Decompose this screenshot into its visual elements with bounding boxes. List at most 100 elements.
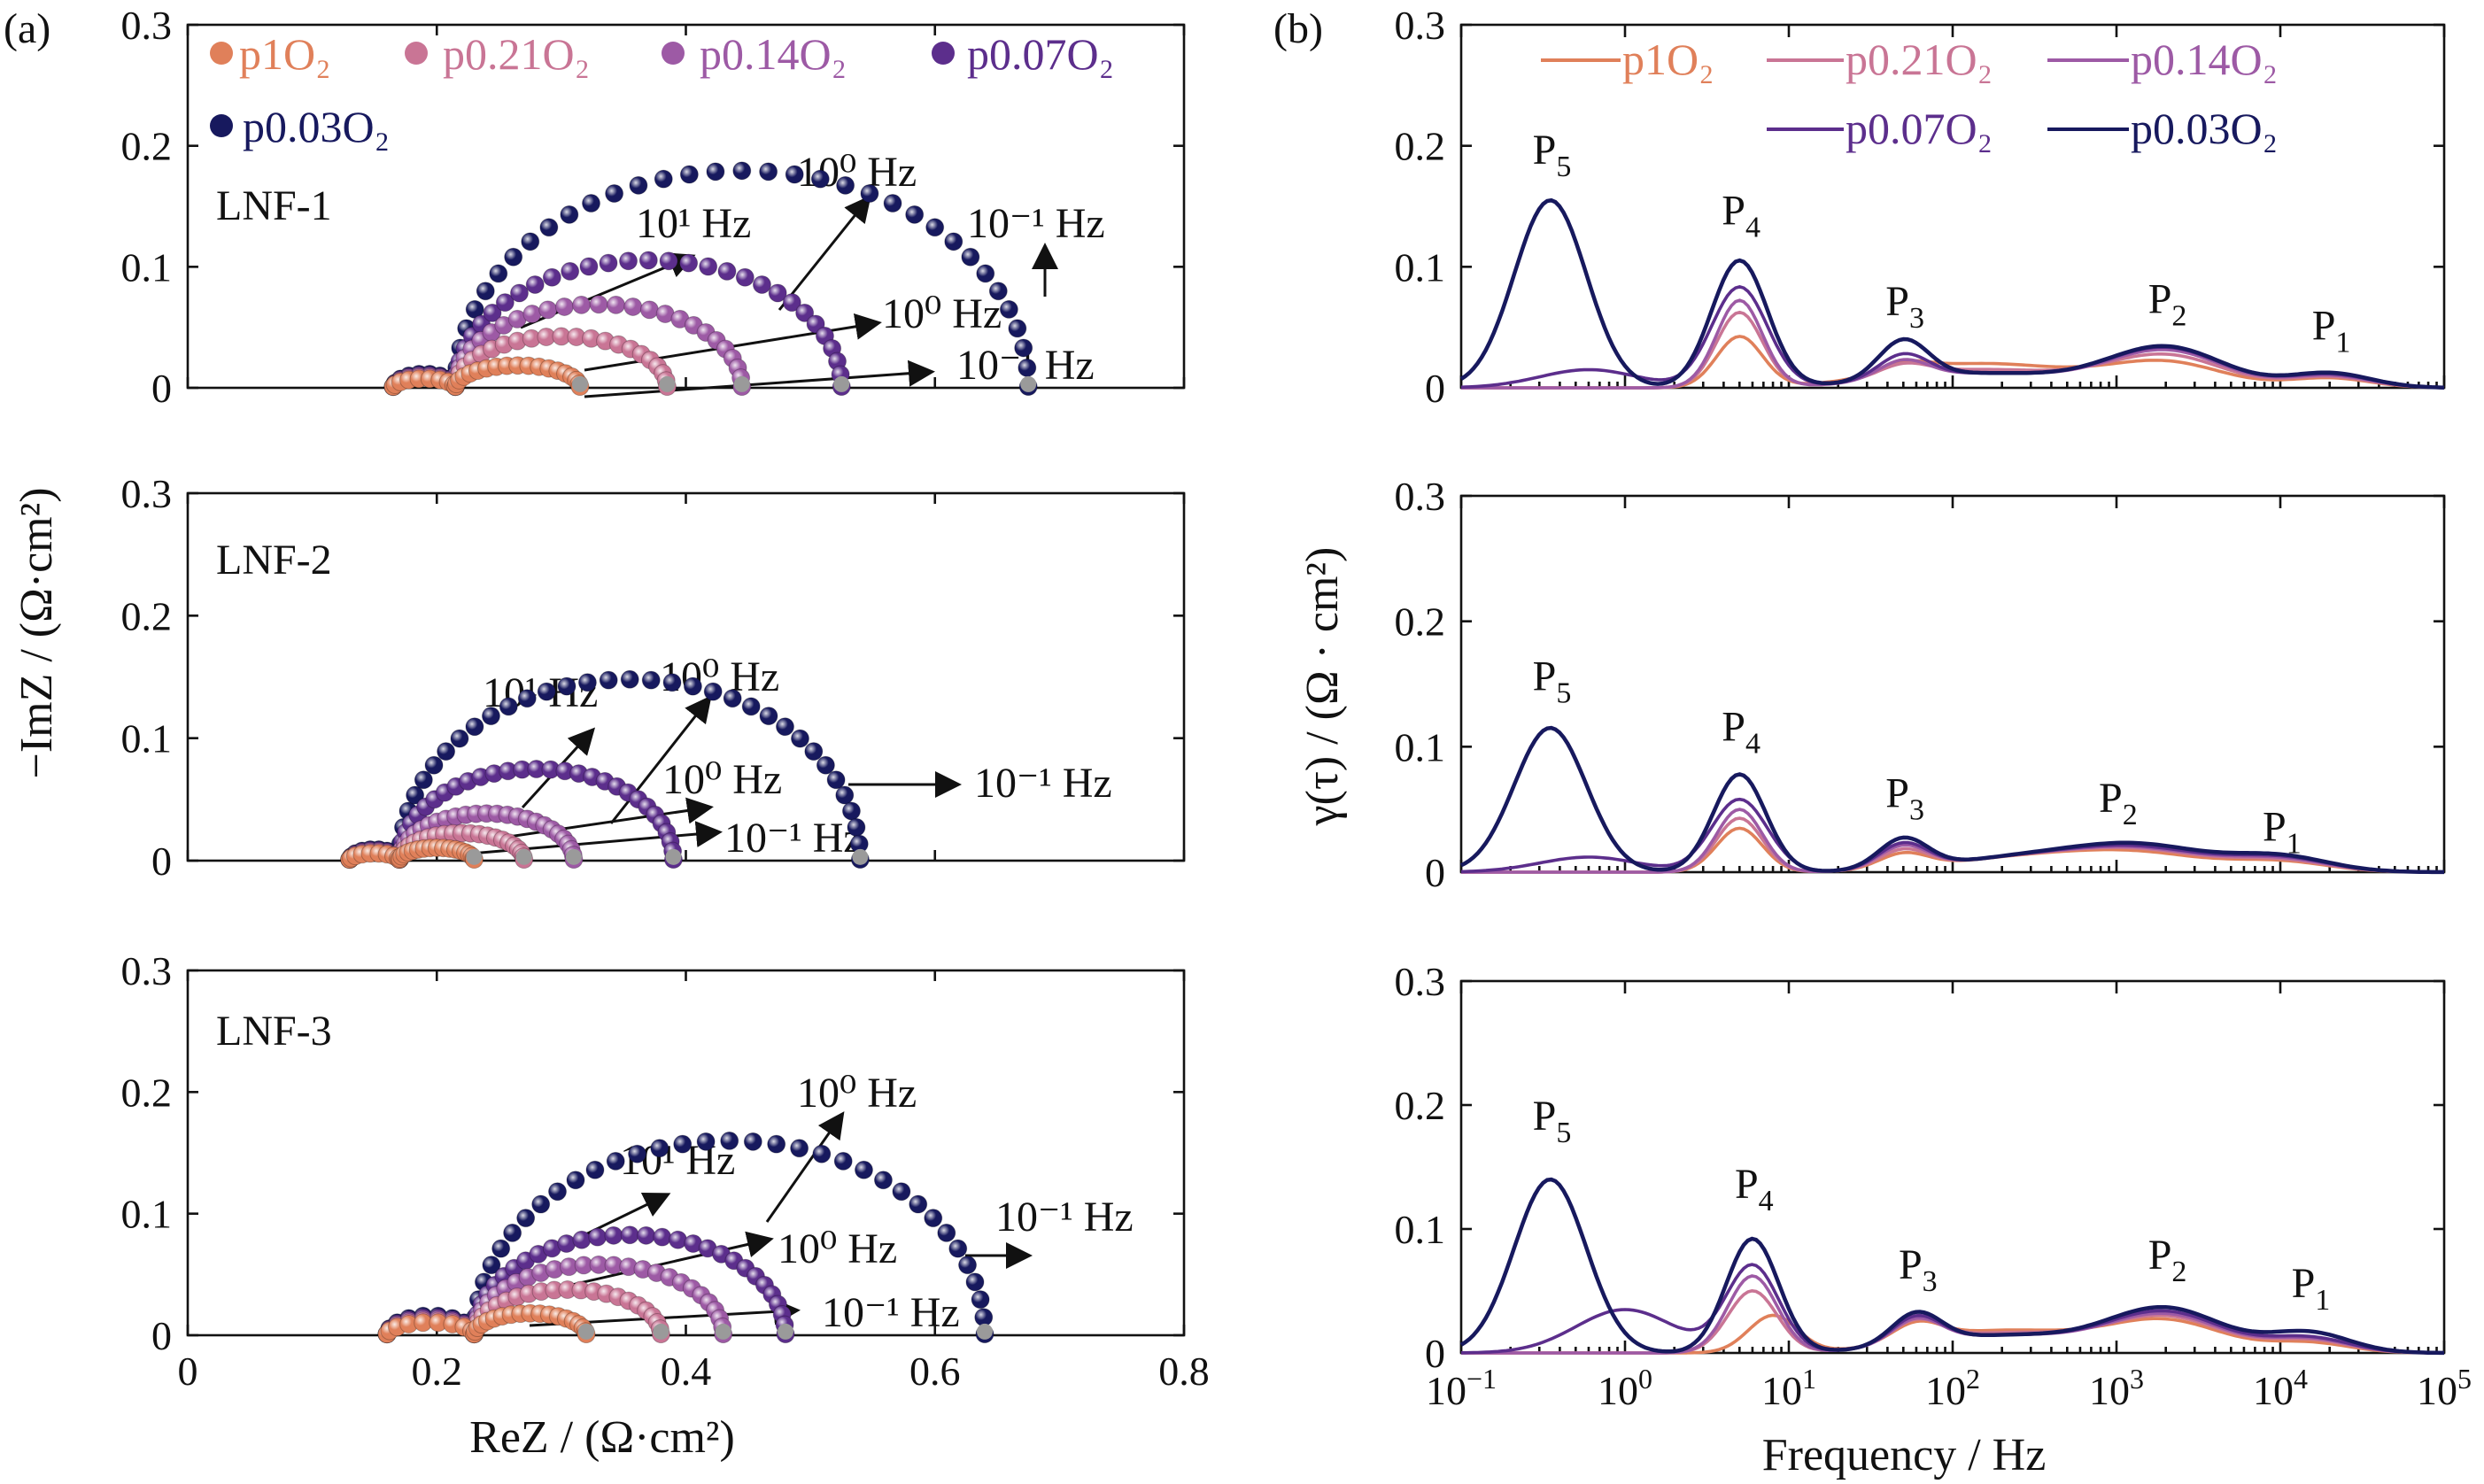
nyquist-point-shine — [484, 764, 503, 783]
nyquist-point-shine — [974, 1308, 993, 1326]
drt-ytick-label: 0.3 — [1395, 474, 1446, 519]
legend-a-label-p014o2: p0.14O₂ — [700, 29, 847, 79]
nyquist-xtick-label: 0.8 — [1158, 1349, 1210, 1394]
nyquist-point-shine — [414, 1313, 432, 1332]
nyquist-point-shine — [637, 1226, 655, 1245]
nyquist-point-shine — [538, 300, 557, 319]
nyquist-xtick-label: 0 — [178, 1349, 198, 1394]
nyquist-point-shine — [508, 332, 527, 351]
nyquist-point-shine — [855, 1161, 873, 1179]
legend-b-item-p1o2: p1O₂ — [1541, 35, 1714, 84]
nyquist-point-shine — [621, 670, 639, 689]
nyquist-point-shine — [742, 697, 761, 715]
nyquist-point-shine — [860, 184, 878, 203]
nyquist-end-point — [653, 1323, 669, 1340]
nyquist-end-point — [665, 848, 682, 865]
nyquist-end-point — [833, 375, 850, 392]
nyquist-point-shine — [834, 1152, 853, 1171]
nyquist-point-shine — [769, 283, 787, 302]
drt-ytick-label: 0.3 — [1395, 959, 1446, 1004]
nyquist-point-shine — [663, 673, 682, 692]
nyquist-plot-3: 0 0.1 0.2 0.3 0 0.2 0.4 0.6 0.8 — [121, 948, 1210, 1394]
nyquist-point-shine — [607, 1152, 625, 1171]
nyquist-point-shine — [529, 1245, 547, 1264]
panel-b-letter: (b) — [1273, 5, 1323, 52]
legend-a-item-p003o2: p0.03O₂ — [210, 102, 390, 151]
nyquist-xtick-label: 0.2 — [412, 1349, 463, 1394]
peak-label-p3: P3 — [1885, 278, 1924, 335]
nyquist-point-shine — [753, 275, 771, 294]
nyquist-end-point — [565, 848, 582, 865]
nyquist-end-point — [515, 848, 532, 865]
nyquist-point-shine — [679, 254, 698, 273]
drt-ytick-label: 0.3 — [1395, 3, 1446, 48]
nyquist-point-shine — [513, 761, 531, 779]
drt-xtick-label: 105 — [2417, 1363, 2472, 1413]
legend-b-item-p007o2: p0.07O₂ — [1767, 104, 1993, 153]
drt-plot-1: 0 0.1 0.2 0.3 P5 P4 P3 P2 P1 — [1395, 3, 2446, 411]
nyquist-point-shine — [656, 305, 675, 323]
nyquist-ytick-label: 0.3 — [121, 3, 173, 48]
nyquist-point-shine — [629, 176, 647, 195]
nyquist-point-shine — [495, 336, 514, 354]
drt-ytick-label: 0.1 — [1395, 724, 1446, 769]
nyquist-point-shine — [555, 761, 574, 780]
nyquist-point-shine — [582, 329, 600, 348]
arrow-lnf2-3 — [477, 797, 714, 843]
annotations-lnf3: 10⁰ Hz 10¹ Hz 10⁻¹ Hz 10⁰ Hz 10⁻¹ Hz — [529, 1070, 1134, 1336]
nyquist-point-shine — [827, 770, 846, 789]
nyquist-point-shine — [571, 1281, 590, 1300]
nyquist-point-shine — [724, 689, 742, 707]
nyquist-point-shine — [569, 764, 588, 783]
nyquist-point-shine — [684, 677, 702, 696]
nyquist-point-shine — [944, 232, 963, 251]
sample-label-lnf1: LNF-1 — [216, 182, 332, 229]
nyquist-point-shine — [905, 205, 924, 224]
nyquist-point-shine — [958, 1256, 977, 1274]
peak-label-p4: P4 — [1722, 188, 1760, 244]
nyquist-end-point — [1020, 375, 1037, 392]
nyquist-point-shine — [560, 1257, 578, 1276]
nyquist-ytick-label: 0.1 — [121, 244, 173, 290]
annotation-lnf3-4: 10⁰ Hz — [778, 1225, 897, 1272]
nyquist-point-shine — [558, 677, 577, 696]
nyquist-point-shine — [516, 1209, 535, 1227]
peak-label-p5: P5 — [1533, 653, 1572, 710]
legend-a-label-p007o2: p0.07O₂ — [967, 29, 1114, 79]
nyquist-point-shine — [590, 295, 608, 313]
nyquist-point-shine — [654, 170, 673, 189]
legend-a-marker-p003o2 — [210, 114, 233, 137]
nyquist-point-shine — [508, 310, 527, 328]
peak-label-p2: P2 — [2148, 275, 2187, 332]
nyquist-point-shine — [653, 1228, 671, 1247]
nyquist-point-shine — [471, 768, 490, 786]
nyquist-point-shine — [892, 1182, 910, 1201]
annotation-lnf2-5: 10⁻¹ Hz — [724, 815, 863, 862]
nyquist-point-shine — [639, 251, 658, 269]
nyquist-ytick-label: 0.1 — [121, 716, 173, 761]
legend-b-item-p021o2: p0.21O₂ — [1767, 35, 1993, 84]
nyquist-point-shine — [699, 1239, 717, 1257]
nyquist-point-shine — [776, 717, 794, 736]
nyquist-ytick-label: 0.1 — [121, 1192, 173, 1237]
nyquist-point-shine — [406, 786, 424, 805]
nyquist-point-shine — [835, 786, 854, 805]
peak-label-p2: P2 — [2099, 775, 2138, 831]
nyquist-point-shine — [600, 671, 618, 690]
nyquist-point-shine — [572, 1231, 591, 1249]
nyquist-point-shine — [489, 264, 507, 282]
legend-a-item-p007o2: p0.07O₂ — [932, 29, 1114, 79]
nyquist-point-shine — [847, 818, 865, 837]
panel-b-xlabel: Frequency / Hz — [1762, 1430, 2047, 1480]
nyquist-point-shine — [925, 218, 944, 236]
drt-curve-5 — [1459, 197, 2445, 390]
nyquist-point-shine — [572, 296, 591, 314]
nyquist-point-shine — [575, 1256, 593, 1274]
nyquist-point-shine — [965, 1272, 984, 1291]
peak-label-p2: P2 — [2148, 1232, 2187, 1288]
nyquist-point-shine — [642, 671, 661, 690]
nyquist-point-shine — [499, 761, 517, 780]
annotation-lnf3-5: 10⁻¹ Hz — [822, 1289, 960, 1336]
peak-label-p4: P4 — [1735, 1161, 1774, 1217]
